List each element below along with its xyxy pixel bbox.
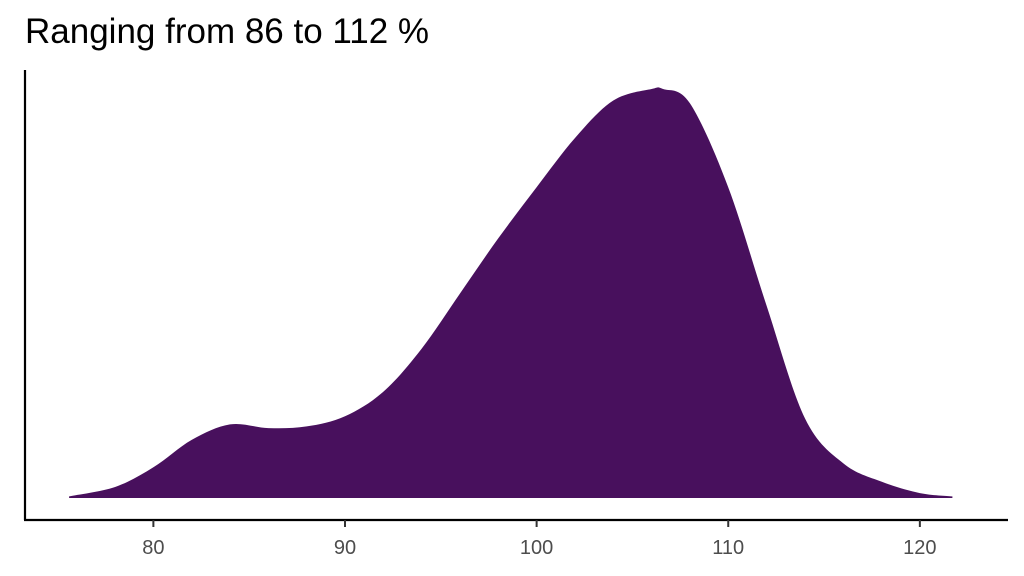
chart-title: Ranging from 86 to 112 %: [25, 12, 430, 51]
x-tick-label: 90: [334, 537, 356, 559]
x-tick-label: 110: [712, 537, 744, 559]
x-tick-label: 80: [142, 537, 164, 559]
density-area: [69, 87, 953, 499]
x-tick-label: 100: [520, 537, 553, 559]
x-tick-label: 120: [903, 537, 936, 559]
x-axis-ticks: 80 90 100 110 120: [142, 520, 937, 559]
